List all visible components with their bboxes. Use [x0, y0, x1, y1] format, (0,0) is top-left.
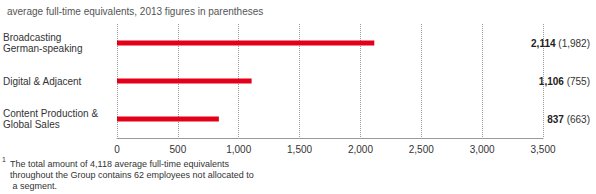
svg-text:837: 837: [547, 114, 564, 125]
svg-text:1: 1: [2, 156, 6, 163]
svg-text:Content Production &: Content Production &: [3, 108, 101, 119]
svg-text:1,106: 1,106: [539, 76, 564, 87]
svg-text:Global Sales: Global Sales: [3, 119, 60, 130]
svg-text:2,000: 2,000: [348, 144, 373, 155]
svg-text:Broadcasting: Broadcasting: [3, 32, 64, 43]
svg-text:1,500: 1,500: [287, 144, 312, 155]
svg-text:(663): (663): [567, 114, 590, 125]
svg-text:1,000: 1,000: [226, 144, 251, 155]
svg-text:(1,982): (1,982): [558, 38, 590, 49]
svg-text:The total amount of 4,118 aver: The total amount of 4,118 average full-t…: [10, 159, 231, 169]
svg-text:throughout the Group contains: throughout the Group contains 62 employe…: [10, 170, 254, 180]
svg-text:3,000: 3,000: [470, 144, 495, 155]
svg-text:500: 500: [170, 144, 187, 155]
svg-text:2,500: 2,500: [409, 144, 434, 155]
svg-text:average full-time equivalents,: average full-time equivalents, 2013 figu…: [7, 6, 263, 17]
svg-text:3,500: 3,500: [530, 144, 555, 155]
svg-text:(755): (755): [567, 76, 590, 87]
svg-text:a segment.: a segment.: [10, 181, 57, 191]
svg-text:Digital & Adjacent: Digital & Adjacent: [3, 76, 82, 87]
svg-text:German-speaking: German-speaking: [3, 43, 82, 54]
svg-text:2,114: 2,114: [531, 38, 556, 49]
svg-text:0: 0: [114, 144, 120, 155]
